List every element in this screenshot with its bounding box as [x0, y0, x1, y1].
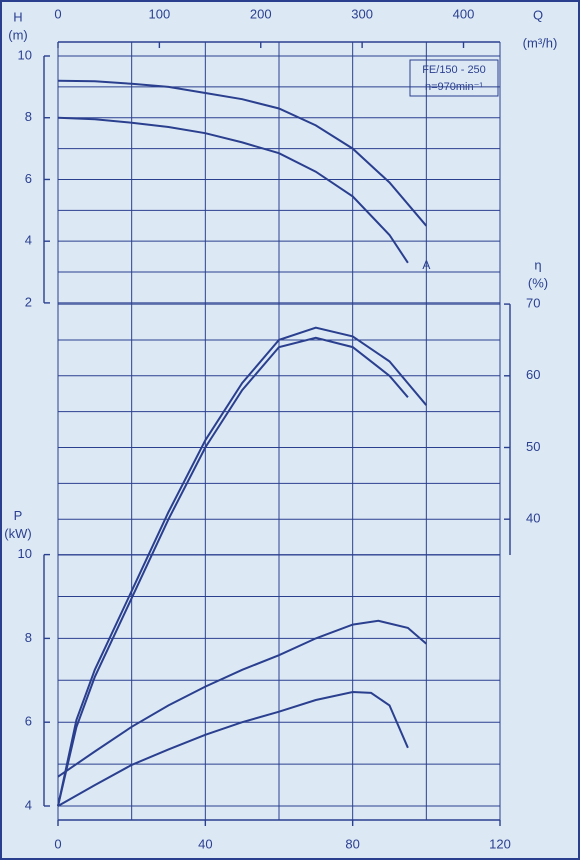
y-axis-unit: (kW): [4, 526, 31, 541]
x2-tick-label: 0: [54, 6, 61, 21]
y-tick-label: 6: [25, 171, 32, 186]
y-axis-unit: (m): [8, 27, 28, 42]
y-tick-label: 10: [18, 47, 32, 62]
y-tick-label: 6: [25, 714, 32, 729]
curve-label: A: [422, 258, 430, 272]
y-tick-label: 60: [526, 367, 540, 382]
y-tick-label: 8: [25, 109, 32, 124]
annotation-box: [409, 59, 499, 97]
curve: [57, 326, 428, 807]
y-axis-unit: (%): [528, 276, 548, 291]
y-tick-label: 2: [25, 294, 32, 309]
x2-axis-unit: (m³/h): [523, 35, 558, 50]
x-tick-label: 0: [54, 836, 61, 851]
y-tick-label: 4: [25, 797, 32, 812]
y-tick-label: 4: [25, 233, 32, 248]
curve: [57, 619, 427, 778]
curve: [57, 79, 428, 227]
y-tick-label: 10: [18, 546, 32, 561]
y-tick-label: 50: [526, 439, 540, 454]
y-axis-label: H: [13, 9, 22, 24]
x2-tick-label: 100: [149, 6, 171, 21]
curve: [57, 690, 409, 807]
x2-axis-label: Q: [533, 7, 543, 22]
y-tick-label: 70: [526, 296, 540, 311]
x2-tick-label: 300: [351, 6, 373, 21]
x-tick-label: 80: [345, 836, 359, 851]
curve: [57, 336, 409, 807]
y-axis-label: P: [14, 508, 23, 523]
y-tick-label: 8: [25, 630, 32, 645]
x-tick-label: 40: [198, 836, 212, 851]
x2-tick-label: 200: [250, 6, 272, 21]
annotation: FE/150 - 250: [422, 64, 486, 76]
curve: [57, 116, 409, 264]
x2-tick-label: 400: [453, 6, 475, 21]
x-tick-label: 120: [489, 836, 511, 851]
y-tick-label: 40: [526, 511, 540, 526]
y-axis-label: η: [534, 258, 541, 273]
